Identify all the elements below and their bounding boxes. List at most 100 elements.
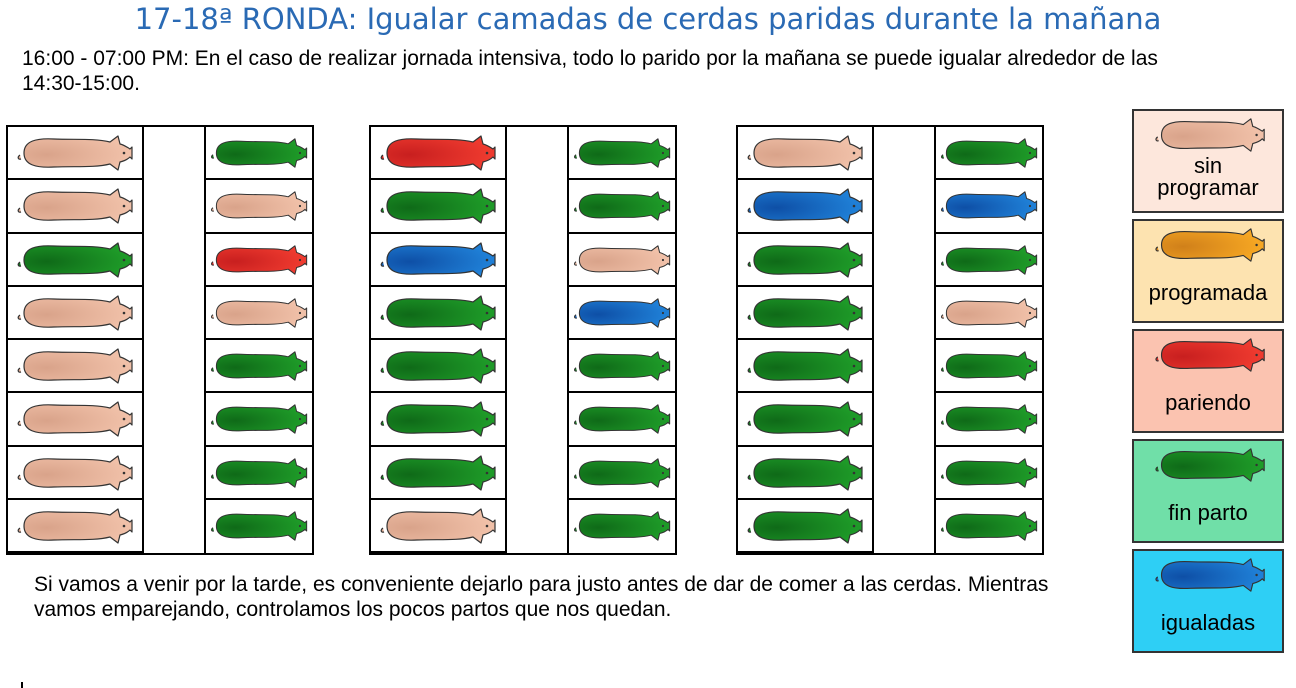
pig-fin-icon [747, 348, 863, 384]
pig-igu-icon [747, 188, 863, 224]
crate-right-7 [569, 447, 675, 500]
pig-par-icon [380, 135, 496, 171]
page-title: 17-18ª RONDA: Igualar camadas de cerdas … [134, 2, 1162, 36]
legend-label: programada [1148, 280, 1268, 305]
crate-right-8 [936, 500, 1042, 553]
crate-left-1 [8, 127, 142, 181]
pig-par-icon [1155, 338, 1265, 372]
legend-item-igu: igualadas [1132, 549, 1284, 653]
crate-right-2 [936, 180, 1042, 234]
pig-sin-icon [17, 135, 133, 171]
crate-left-3 [738, 234, 872, 287]
crate-left-6 [8, 393, 142, 447]
crate-left-2 [738, 180, 872, 234]
crate-right-3 [936, 234, 1042, 287]
crate-left-7 [8, 447, 142, 500]
pig-fin-icon [574, 457, 671, 488]
crate-right-8 [206, 500, 312, 553]
crate-right-7 [206, 447, 312, 500]
pig-sin-icon [1155, 118, 1265, 152]
crate-left-6 [738, 393, 872, 447]
pig-sin-icon [17, 188, 133, 224]
legend-label: sin programar [1157, 153, 1259, 200]
legend-label: fin parto [1168, 500, 1248, 525]
pig-fin-icon [211, 457, 308, 488]
pig-sin-icon [211, 191, 308, 221]
pig-sin-icon [17, 454, 133, 491]
crate-left-5 [371, 340, 505, 394]
pig-fin-icon [941, 457, 1038, 488]
pig-sin-icon [17, 401, 133, 437]
pig-fin-icon [941, 244, 1038, 275]
pig-fin-icon [380, 401, 496, 437]
crate-right-7 [936, 447, 1042, 500]
pig-fin-icon [747, 241, 863, 278]
pig-fin-icon [941, 404, 1038, 434]
pig-sin-icon [380, 508, 496, 544]
crate-left-8 [738, 500, 872, 553]
pig-igu-icon [1155, 558, 1265, 592]
pen-1 [6, 125, 314, 555]
crate-left-4 [371, 287, 505, 340]
pig-fin-icon [211, 404, 308, 434]
pig-sin-icon [574, 244, 671, 275]
pig-fin-icon [574, 191, 671, 221]
pig-prog-icon [1155, 228, 1265, 262]
aisle [505, 127, 569, 553]
crate-left-2 [371, 180, 505, 234]
pig-fin-icon [211, 511, 308, 541]
pig-sin-icon [941, 298, 1038, 328]
crate-left-4 [8, 287, 142, 340]
pig-igu-icon [574, 298, 671, 328]
pig-sin-icon [747, 135, 863, 171]
aisle [872, 127, 936, 553]
page-mark [21, 682, 23, 688]
crate-right-1 [936, 127, 1042, 181]
crate-right-3 [569, 234, 675, 287]
crate-right-4 [936, 287, 1042, 340]
pig-fin-icon [747, 295, 863, 331]
pig-fin-icon [574, 351, 671, 381]
pig-fin-icon [941, 138, 1038, 168]
crate-right-1 [569, 127, 675, 181]
crate-left-5 [738, 340, 872, 394]
footer-text: Si vamos a venir por la tarde, es conven… [34, 573, 1049, 621]
crate-left-3 [371, 234, 505, 287]
pig-fin-icon [747, 401, 863, 437]
aisle [142, 127, 206, 553]
pig-fin-icon [574, 511, 671, 541]
crate-left-6 [371, 393, 505, 447]
crate-right-2 [569, 180, 675, 234]
legend-item-sin: sin programar [1132, 109, 1284, 213]
crate-left-5 [8, 340, 142, 394]
pig-sin-icon [17, 348, 133, 384]
pig-fin-icon [747, 508, 863, 544]
pig-fin-icon [380, 454, 496, 491]
crate-right-6 [569, 393, 675, 447]
crate-right-1 [206, 127, 312, 181]
crate-left-7 [371, 447, 505, 500]
pig-fin-icon [941, 511, 1038, 541]
crate-left-1 [738, 127, 872, 181]
pig-igu-icon [380, 241, 496, 278]
crate-right-4 [206, 287, 312, 340]
pen-2 [369, 125, 677, 555]
crate-left-2 [8, 180, 142, 234]
crate-right-8 [569, 500, 675, 553]
legend-item-fin: fin parto [1132, 439, 1284, 543]
crate-left-4 [738, 287, 872, 340]
pig-fin-icon [747, 454, 863, 491]
pig-fin-icon [380, 295, 496, 331]
crate-left-7 [738, 447, 872, 500]
crate-right-6 [936, 393, 1042, 447]
pig-fin-icon [380, 348, 496, 384]
pig-fin-icon [574, 404, 671, 434]
crate-right-4 [569, 287, 675, 340]
pig-sin-icon [17, 295, 133, 331]
crate-right-3 [206, 234, 312, 287]
crate-left-8 [8, 500, 142, 553]
crate-right-5 [569, 340, 675, 394]
legend-label: igualadas [1160, 610, 1256, 635]
crate-right-6 [206, 393, 312, 447]
pig-fin-icon [941, 351, 1038, 381]
